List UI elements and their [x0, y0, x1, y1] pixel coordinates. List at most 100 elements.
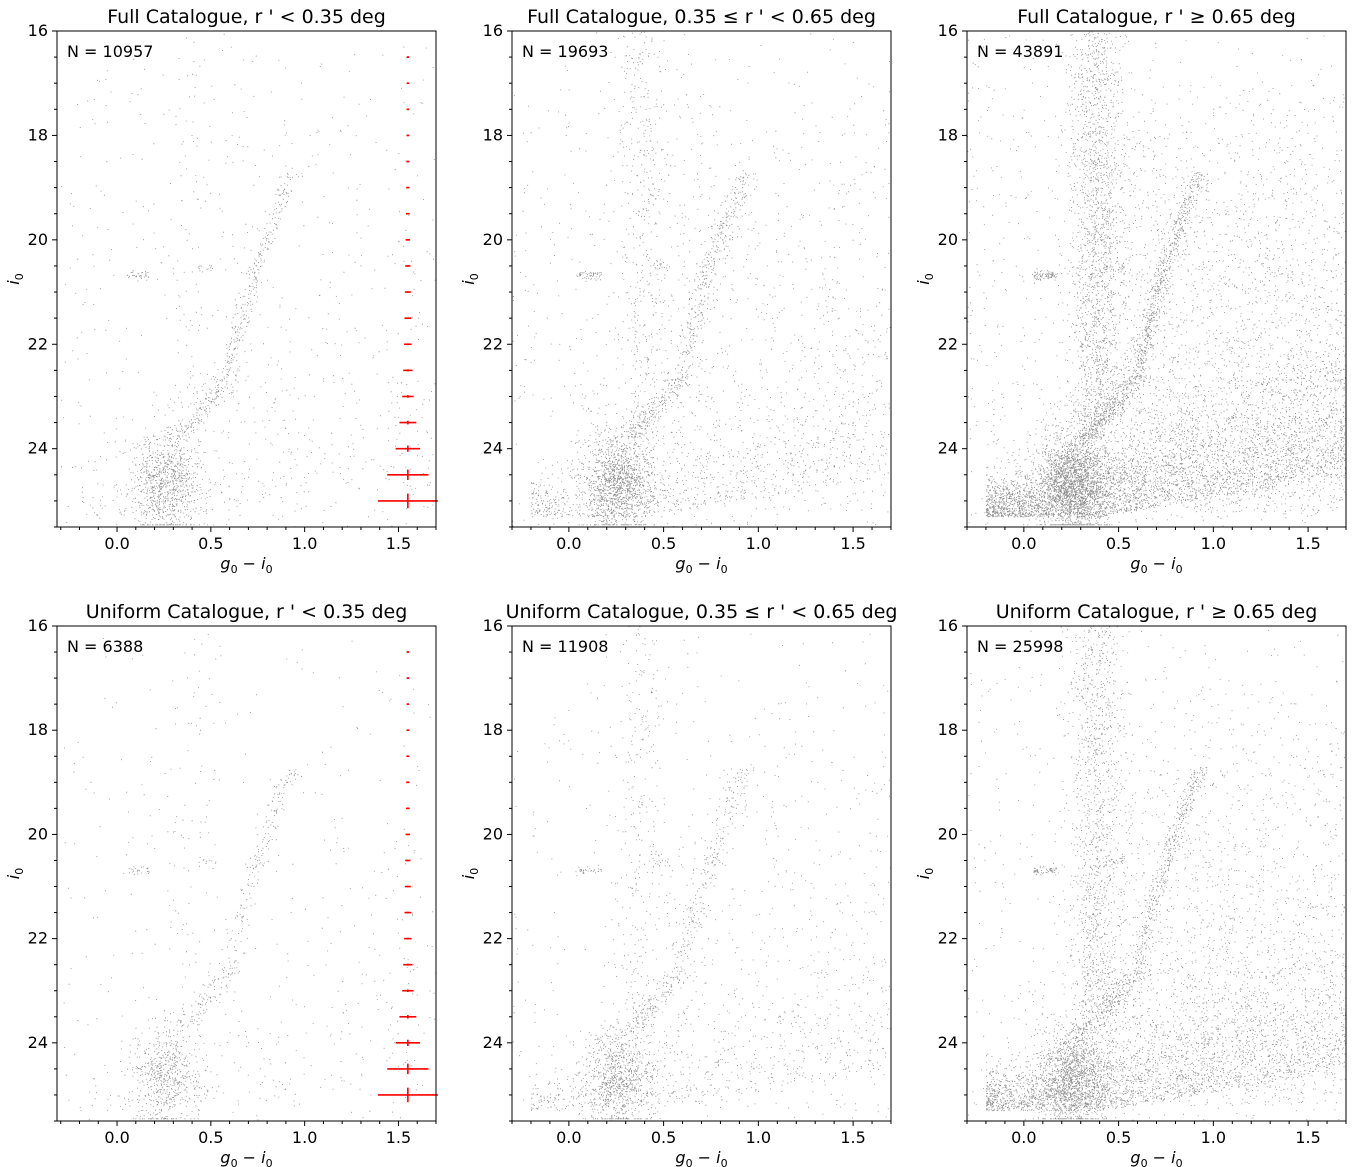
y-tick-label: 22 [483, 929, 503, 948]
x-tick-label: 1.5 [386, 534, 411, 553]
y-tick-label: 16 [483, 21, 503, 40]
y-tick-label: 24 [938, 439, 958, 458]
x-tick-label: 1.0 [292, 534, 317, 553]
x-tick-label: 0.0 [556, 534, 581, 553]
y-tick-label: 20 [938, 824, 958, 843]
axes-frame [56, 625, 437, 1122]
data-points [512, 626, 891, 1121]
count-annotation: N = 43891 [977, 42, 1063, 61]
x-axis-label: g0 − i0 [675, 554, 727, 576]
x-tick-label: 0.5 [198, 1128, 223, 1147]
panel-title: Uniform Catalogue, r ' < 0.35 deg [86, 601, 408, 623]
x-tick-label: 1.5 [386, 1128, 411, 1147]
data-points [967, 31, 1346, 527]
y-tick-label: 20 [483, 230, 503, 249]
panel-title: Full Catalogue, r ' ≥ 0.65 deg [1017, 6, 1296, 28]
error-bars [377, 56, 438, 509]
y-tick-label: 18 [28, 720, 48, 739]
y-tick-label: 16 [28, 21, 48, 40]
panel-5: 0.0 0.5 1.0 1.5 16 18 20 22 24 Uniform Catalogue,… [459, 601, 897, 1167]
y-tick-label: 22 [938, 334, 958, 353]
axes-frame [966, 625, 1347, 1122]
y-axis-label: i0 [4, 273, 26, 284]
y-axis-label: i0 [459, 273, 481, 284]
x-tick-label: 0.0 [1011, 534, 1036, 553]
y-tick-label: 16 [483, 616, 503, 635]
x-tick-label: 0.5 [651, 1128, 676, 1147]
panel-title: Full Catalogue, 0.35 ≤ r ' < 0.65 deg [527, 6, 876, 28]
panel-title: Uniform Catalogue, r ' ≥ 0.65 deg [996, 601, 1318, 623]
axes-frame [511, 30, 892, 528]
x-tick-label: 0.0 [556, 1128, 581, 1147]
x-tick-label: 1.0 [1201, 1128, 1226, 1147]
x-axis-label: g0 − i0 [1130, 554, 1182, 576]
count-annotation: N = 10957 [67, 42, 153, 61]
x-tick-label: 0.5 [198, 534, 223, 553]
y-tick-label: 22 [483, 334, 503, 353]
panel-2: 0.0 0.5 1.0 1.5 16 18 20 22 24 Full Catalogue, 0.… [459, 6, 892, 576]
scatter-points [63, 634, 436, 1121]
scatter-points [967, 31, 1346, 527]
y-tick-label: 22 [28, 929, 48, 948]
x-axis-label: g0 − i0 [220, 554, 272, 576]
error-bars [377, 651, 438, 1103]
y-tick-label: 16 [28, 616, 48, 635]
y-tick-label: 24 [28, 1033, 48, 1052]
scatter-points [512, 626, 891, 1121]
x-tick-label: 1.0 [292, 1128, 317, 1147]
x-axis-label: g0 − i0 [220, 1148, 272, 1167]
x-tick-label: 0.0 [1011, 1128, 1036, 1147]
x-tick-label: 0.0 [104, 1128, 129, 1147]
count-annotation: N = 25998 [977, 637, 1063, 656]
panel-title: Full Catalogue, r ' < 0.35 deg [107, 6, 386, 28]
y-tick-label: 20 [28, 824, 48, 843]
x-tick-label: 1.5 [1295, 534, 1320, 553]
panel-4: 0.0 0.5 1.0 1.5 16 18 20 22 24 Uniform Catalogue,… [4, 601, 438, 1167]
panel-1: 0.0 0.5 1.0 1.5 16 18 20 22 24 Full Catalogue, r … [4, 6, 438, 576]
y-tick-label: 20 [938, 230, 958, 249]
x-tick-label: 0.5 [651, 534, 676, 553]
y-tick-label: 16 [938, 616, 958, 635]
axes-frame [966, 30, 1347, 528]
data-points [512, 31, 891, 527]
data-points [968, 626, 1346, 1121]
y-tick-label: 18 [483, 720, 503, 739]
x-tick-label: 0.0 [104, 534, 129, 553]
x-tick-label: 1.5 [840, 534, 865, 553]
y-tick-label: 24 [28, 439, 48, 458]
count-annotation: N = 11908 [522, 637, 608, 656]
y-tick-label: 24 [938, 1033, 958, 1052]
y-tick-label: 20 [28, 230, 48, 249]
x-tick-label: 1.0 [1201, 534, 1226, 553]
y-tick-label: 18 [483, 125, 503, 144]
scatter-points [61, 33, 436, 527]
y-axis-label: i0 [459, 868, 481, 879]
y-axis-label: i0 [914, 868, 936, 879]
y-axis-label: i0 [4, 868, 26, 879]
panel-title: Uniform Catalogue, 0.35 ≤ r ' < 0.65 deg [506, 601, 898, 623]
y-tick-label: 18 [28, 125, 48, 144]
panel-3: 0.0 0.5 1.0 1.5 16 18 20 22 24 Full Catalogue, r … [914, 6, 1347, 576]
y-axis-label: i0 [914, 273, 936, 284]
axes-frame [56, 30, 437, 528]
x-tick-label: 1.5 [840, 1128, 865, 1147]
y-tick-label: 18 [938, 125, 958, 144]
y-tick-label: 22 [28, 334, 48, 353]
y-tick-label: 20 [483, 824, 503, 843]
data-points [61, 33, 436, 527]
scatter-points [512, 31, 891, 527]
x-tick-label: 1.5 [1295, 1128, 1320, 1147]
count-annotation: N = 19693 [522, 42, 608, 61]
y-tick-label: 16 [938, 21, 958, 40]
panel-6: 0.0 0.5 1.0 1.5 16 18 20 22 24 Uniform Catalogue,… [914, 601, 1347, 1167]
y-tick-label: 22 [938, 929, 958, 948]
data-points [63, 634, 436, 1121]
y-tick-label: 24 [483, 1033, 503, 1052]
count-annotation: N = 6388 [67, 637, 143, 656]
x-tick-label: 0.5 [1106, 1128, 1131, 1147]
y-tick-label: 24 [483, 439, 503, 458]
y-tick-label: 18 [938, 720, 958, 739]
x-tick-label: 1.0 [746, 1128, 771, 1147]
x-axis-label: g0 − i0 [675, 1148, 727, 1167]
